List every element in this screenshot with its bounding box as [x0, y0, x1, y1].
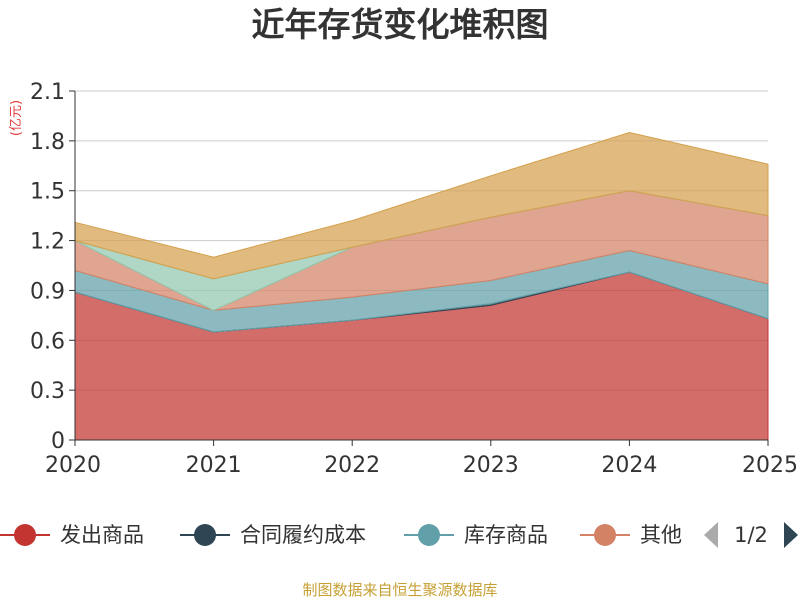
y-tick-label: 1.5: [30, 180, 65, 205]
y-tick-label: 0: [51, 429, 65, 454]
legend-circle-icon: [594, 524, 616, 546]
legend-item[interactable]: 合同履约成本: [180, 523, 366, 547]
chart-title: 近年存货变化堆积图: [252, 5, 549, 44]
legend-prev-arrow-icon[interactable]: [704, 522, 718, 548]
y-tick-label: 0.9: [30, 279, 65, 304]
x-tick-label: 2024: [601, 453, 657, 478]
x-tick-labels: 2020 2021 2022 2023 2024 2025: [45, 453, 798, 478]
legend: 发出商品 合同履约成本 库存商品 其他: [0, 523, 682, 547]
legend-label: 库存商品: [464, 523, 548, 547]
legend-item[interactable]: 其他: [580, 523, 682, 547]
legend-circle-icon: [418, 524, 440, 546]
data-source-note: 制图数据来自恒生聚源数据库: [302, 581, 497, 599]
y-tick-labels: 0 0.3 0.6 0.9 1.2 1.5 1.8 2.1: [30, 80, 65, 454]
legend-page-indicator: 1/2: [734, 523, 768, 547]
legend-label: 其他: [640, 523, 682, 547]
x-tick-label: 2022: [324, 453, 380, 478]
axes: [69, 90, 769, 446]
stacked-areas: [74, 131, 769, 441]
legend-label: 发出商品: [60, 523, 144, 547]
y-tick-label: 2.1: [30, 80, 65, 105]
x-tick-label: 2023: [463, 453, 519, 478]
y-tick-label: 0.6: [30, 329, 65, 354]
y-tick-label: 1.2: [30, 230, 65, 255]
legend-circle-icon: [14, 524, 36, 546]
y-axis-unit-label: (亿元): [9, 100, 24, 136]
y-tick-label: 1.8: [30, 130, 65, 155]
x-tick-label: 2021: [186, 453, 242, 478]
legend-label: 合同履约成本: [240, 523, 366, 547]
y-tick-label: 0.3: [30, 379, 65, 404]
x-tick-label: 2020: [45, 453, 101, 478]
legend-item[interactable]: 库存商品: [404, 523, 548, 547]
legend-circle-icon: [194, 524, 216, 546]
legend-next-arrow-icon[interactable]: [784, 522, 798, 548]
x-tick-label: 2025: [742, 453, 798, 478]
legend-pager: 1/2: [704, 522, 798, 548]
legend-item[interactable]: 发出商品: [0, 523, 144, 547]
area-series: [74, 131, 769, 280]
